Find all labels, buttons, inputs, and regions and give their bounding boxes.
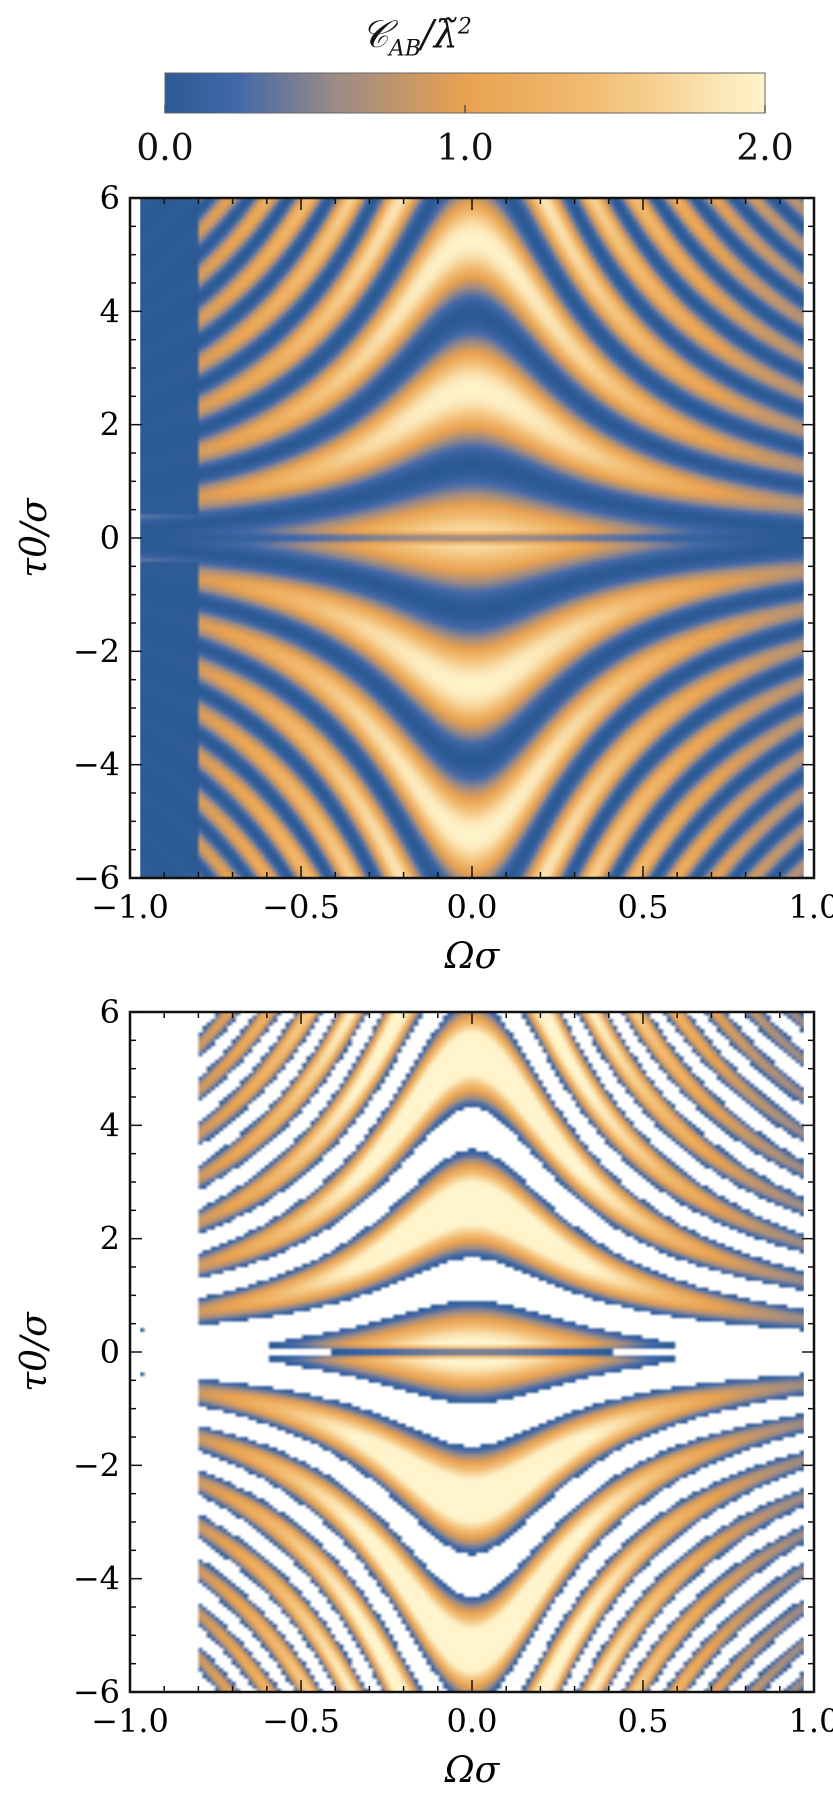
heatmap-image	[140, 1012, 804, 1692]
x-tick-label: −1.0	[91, 888, 169, 926]
x-axis-label: Ωσ	[444, 1750, 501, 1791]
y-tick-label: −4	[73, 746, 120, 784]
y-tick-label: 0	[100, 1333, 120, 1371]
colorbar-title: 𝒞AB/λ̃2	[361, 12, 472, 62]
y-tick-label: 4	[100, 292, 120, 330]
y-tick-label: −6	[73, 859, 120, 897]
colorbar-tick-label: 2.0	[736, 128, 794, 169]
heatmap-image	[140, 198, 804, 878]
y-tick-label: 4	[100, 1106, 120, 1144]
x-tick-label: 0.5	[618, 888, 669, 926]
x-tick-label: −1.0	[91, 1702, 169, 1740]
y-axis-label: τ0/σ	[14, 497, 55, 578]
y-tick-label: −2	[73, 1446, 120, 1484]
y-tick-label: −6	[73, 1673, 120, 1711]
y-tick-label: 2	[100, 406, 120, 444]
x-tick-label: 0.0	[447, 1702, 498, 1740]
x-tick-label: 1.0	[789, 888, 833, 926]
x-tick-label: −0.5	[262, 1702, 340, 1740]
colorbar-tick-label: 0.0	[136, 128, 194, 169]
x-tick-label: 1.0	[789, 1702, 833, 1740]
y-tick-label: 0	[100, 519, 120, 557]
colorbar-tick-label: 1.0	[436, 128, 494, 169]
y-tick-label: 6	[100, 179, 120, 217]
x-tick-label: 0.5	[618, 1702, 669, 1740]
y-tick-label: −4	[73, 1560, 120, 1598]
x-axis-label: Ωσ	[444, 936, 501, 977]
colorbar	[164, 72, 766, 114]
y-tick-label: −2	[73, 632, 120, 670]
y-tick-label: 6	[100, 993, 120, 1031]
x-tick-label: −0.5	[262, 888, 340, 926]
y-tick-label: 2	[100, 1220, 120, 1258]
x-tick-label: 0.0	[447, 888, 498, 926]
y-axis-label: τ0/σ	[14, 1311, 55, 1392]
